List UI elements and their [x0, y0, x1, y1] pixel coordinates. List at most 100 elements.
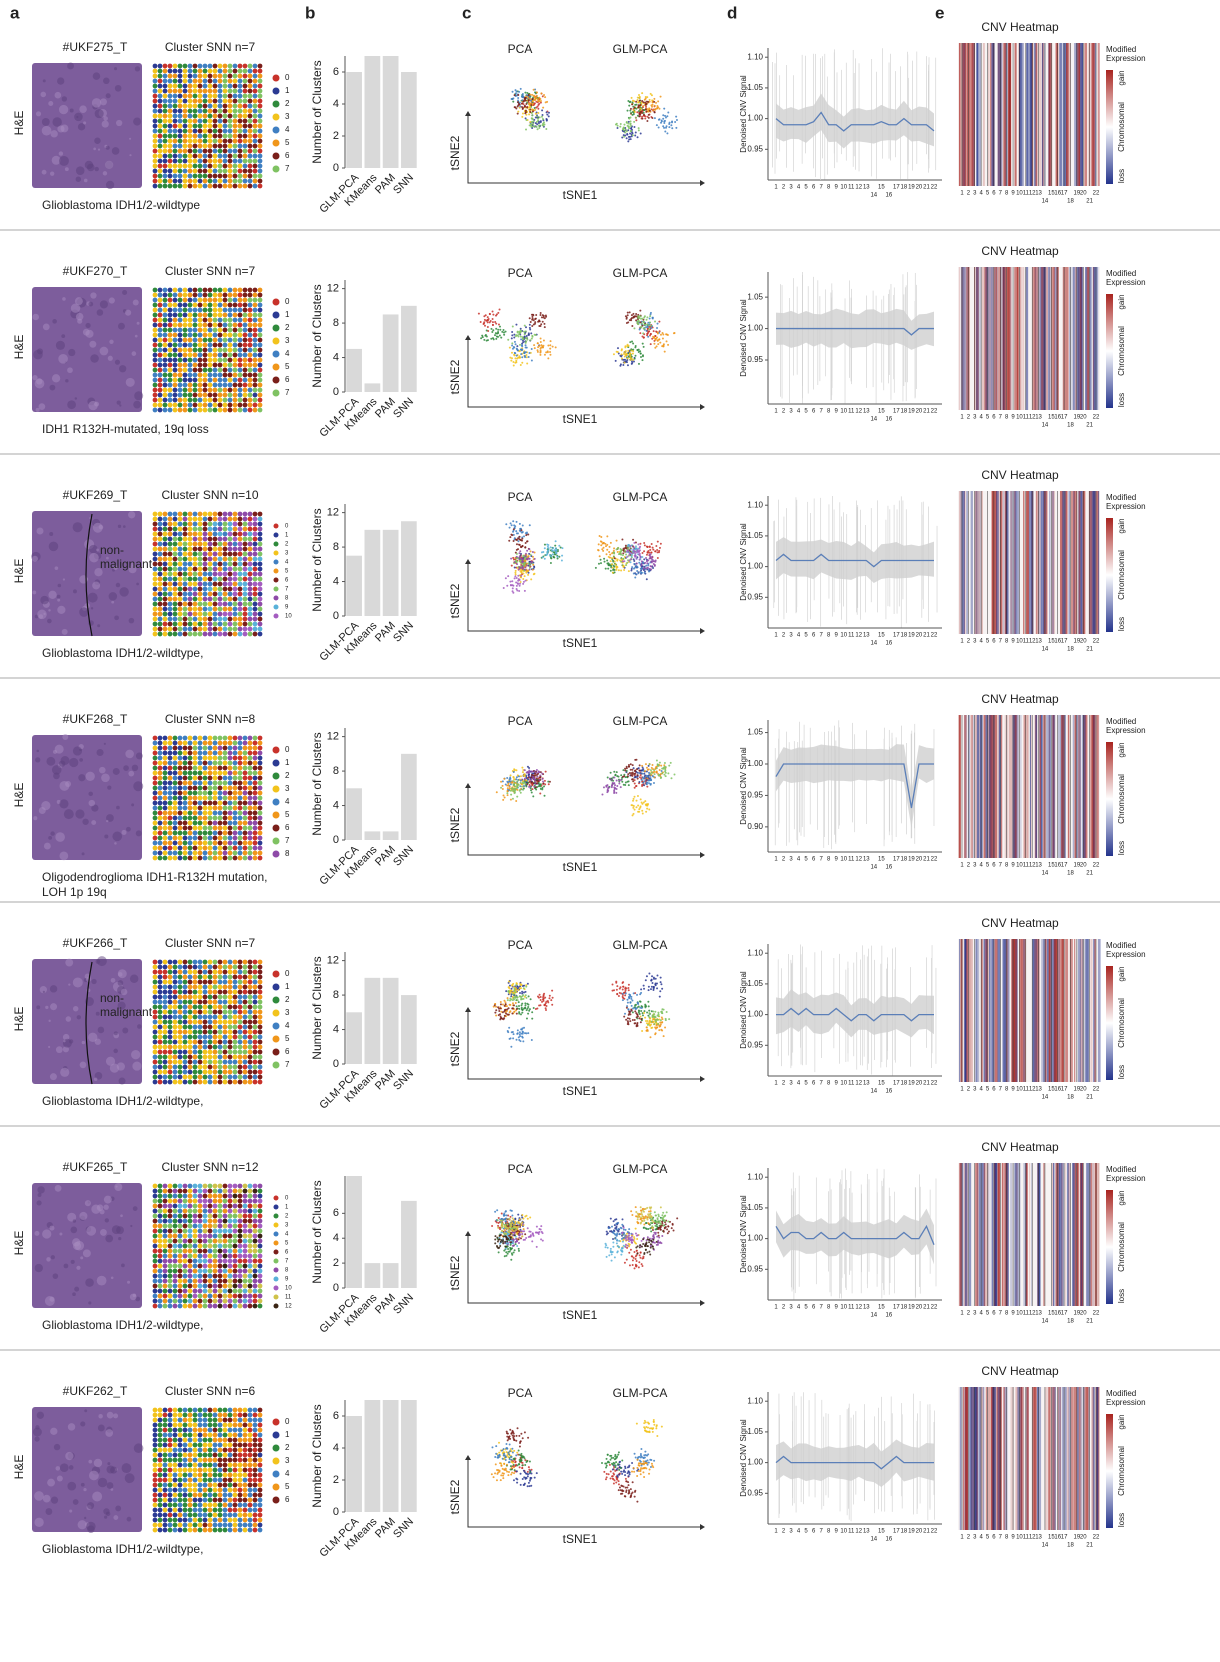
spatial-spot — [233, 164, 238, 169]
spatial-spot — [223, 303, 228, 308]
spatial-spot — [238, 149, 243, 154]
spatial-spot — [168, 99, 173, 104]
spatial-spot — [238, 587, 243, 592]
embedding-dot — [625, 564, 627, 566]
spatial-spot — [193, 64, 198, 69]
spatial-spot — [243, 572, 248, 577]
spatial-spot — [233, 338, 238, 343]
spatial-spot — [203, 811, 208, 816]
embedding-dot — [531, 112, 533, 114]
embedding-dot — [662, 118, 664, 120]
embedding-dot — [509, 536, 511, 538]
he-texture — [59, 781, 69, 791]
spatial-spot — [198, 801, 203, 806]
spatial-spot — [163, 617, 168, 622]
heatmap-stripe — [1093, 267, 1095, 410]
he-texture — [48, 101, 53, 106]
bar — [401, 72, 417, 168]
embedding-dot — [623, 565, 625, 567]
spatial-spot — [183, 303, 188, 308]
embedding-dot — [555, 346, 557, 348]
embedding-dot — [641, 116, 643, 118]
spatial-spot — [258, 159, 263, 164]
legend-swatch — [274, 578, 279, 583]
embedding-dot — [515, 343, 517, 345]
spatial-spot — [158, 806, 163, 811]
spatial-spot — [163, 338, 168, 343]
he-texture — [115, 360, 120, 365]
embedding-dot — [648, 328, 650, 330]
spatial-spot — [248, 134, 253, 139]
heatmap-stripe — [959, 267, 960, 410]
spatial-spot — [243, 308, 248, 313]
bar — [383, 530, 399, 616]
spatial-spot — [188, 89, 193, 94]
he-texture — [79, 758, 83, 762]
embedding-axes — [468, 564, 700, 631]
embedding-dot — [635, 313, 637, 315]
spatial-spot — [208, 293, 213, 298]
x-tick-label: 20 — [916, 409, 923, 415]
embedding-dot — [636, 570, 638, 572]
he-texture — [128, 771, 134, 777]
embedding-dot — [524, 575, 526, 577]
spatial-spot — [208, 836, 213, 841]
spatial-spot — [243, 338, 248, 343]
embedding-dot — [514, 352, 516, 354]
spatial-spot — [258, 134, 263, 139]
spatial-spot — [198, 627, 203, 632]
heatmap-x-label: 8 — [1005, 639, 1009, 645]
spatial-spot — [248, 303, 253, 308]
spatial-spot — [188, 542, 193, 547]
spatial-spot — [223, 313, 228, 318]
y-axis-label: Number of Clusters — [310, 508, 324, 611]
embedding-dot — [505, 523, 507, 525]
spatial-spot — [188, 109, 193, 114]
spatial-spot — [213, 333, 218, 338]
spatial-spot — [218, 368, 223, 373]
embedding-dot — [520, 336, 522, 338]
embedding-dot — [653, 111, 655, 113]
spatial-spot — [173, 134, 178, 139]
spatial-spot — [228, 338, 233, 343]
embedding-dot — [624, 131, 626, 133]
spatial-spot — [228, 323, 233, 328]
spatial-spot — [188, 313, 193, 318]
spatial-spot — [203, 159, 208, 164]
spatial-spot — [243, 582, 248, 587]
spatial-spot — [168, 308, 173, 313]
embedding-dot — [529, 569, 531, 571]
he-texture — [134, 391, 143, 400]
spatial-spot — [163, 562, 168, 567]
spatial-spot — [178, 343, 183, 348]
embedding-dot — [531, 338, 533, 340]
embedding-dot — [540, 351, 542, 353]
he-texture — [135, 335, 138, 338]
heatmap-stripe — [1005, 491, 1006, 634]
spatial-spot — [183, 751, 188, 756]
spatial-spot — [183, 542, 188, 547]
spatial-spot — [178, 89, 183, 94]
spatial-spot — [173, 179, 178, 184]
he-texture — [94, 402, 99, 407]
spatial-spot — [188, 303, 193, 308]
embedding-dot — [663, 127, 665, 129]
embedding-dot — [611, 557, 613, 559]
spatial-spot — [193, 811, 198, 816]
x-tick-label: 18 — [901, 185, 908, 191]
he-texture — [73, 746, 82, 755]
embedding-dot — [527, 574, 529, 576]
spatial-spot — [248, 617, 253, 622]
spatial-spot — [163, 174, 168, 179]
spatial-spot — [193, 104, 198, 109]
heatmap-stripe — [1026, 491, 1029, 634]
he-texture — [62, 96, 67, 101]
spatial-spot — [163, 308, 168, 313]
spatial-spot — [243, 179, 248, 184]
embedding-dot — [650, 104, 652, 106]
spatial-spot — [178, 184, 183, 189]
spatial-spot — [178, 408, 183, 413]
spatial-spot — [168, 144, 173, 149]
spatial-spot — [158, 144, 163, 149]
embedding-dot — [523, 352, 525, 354]
